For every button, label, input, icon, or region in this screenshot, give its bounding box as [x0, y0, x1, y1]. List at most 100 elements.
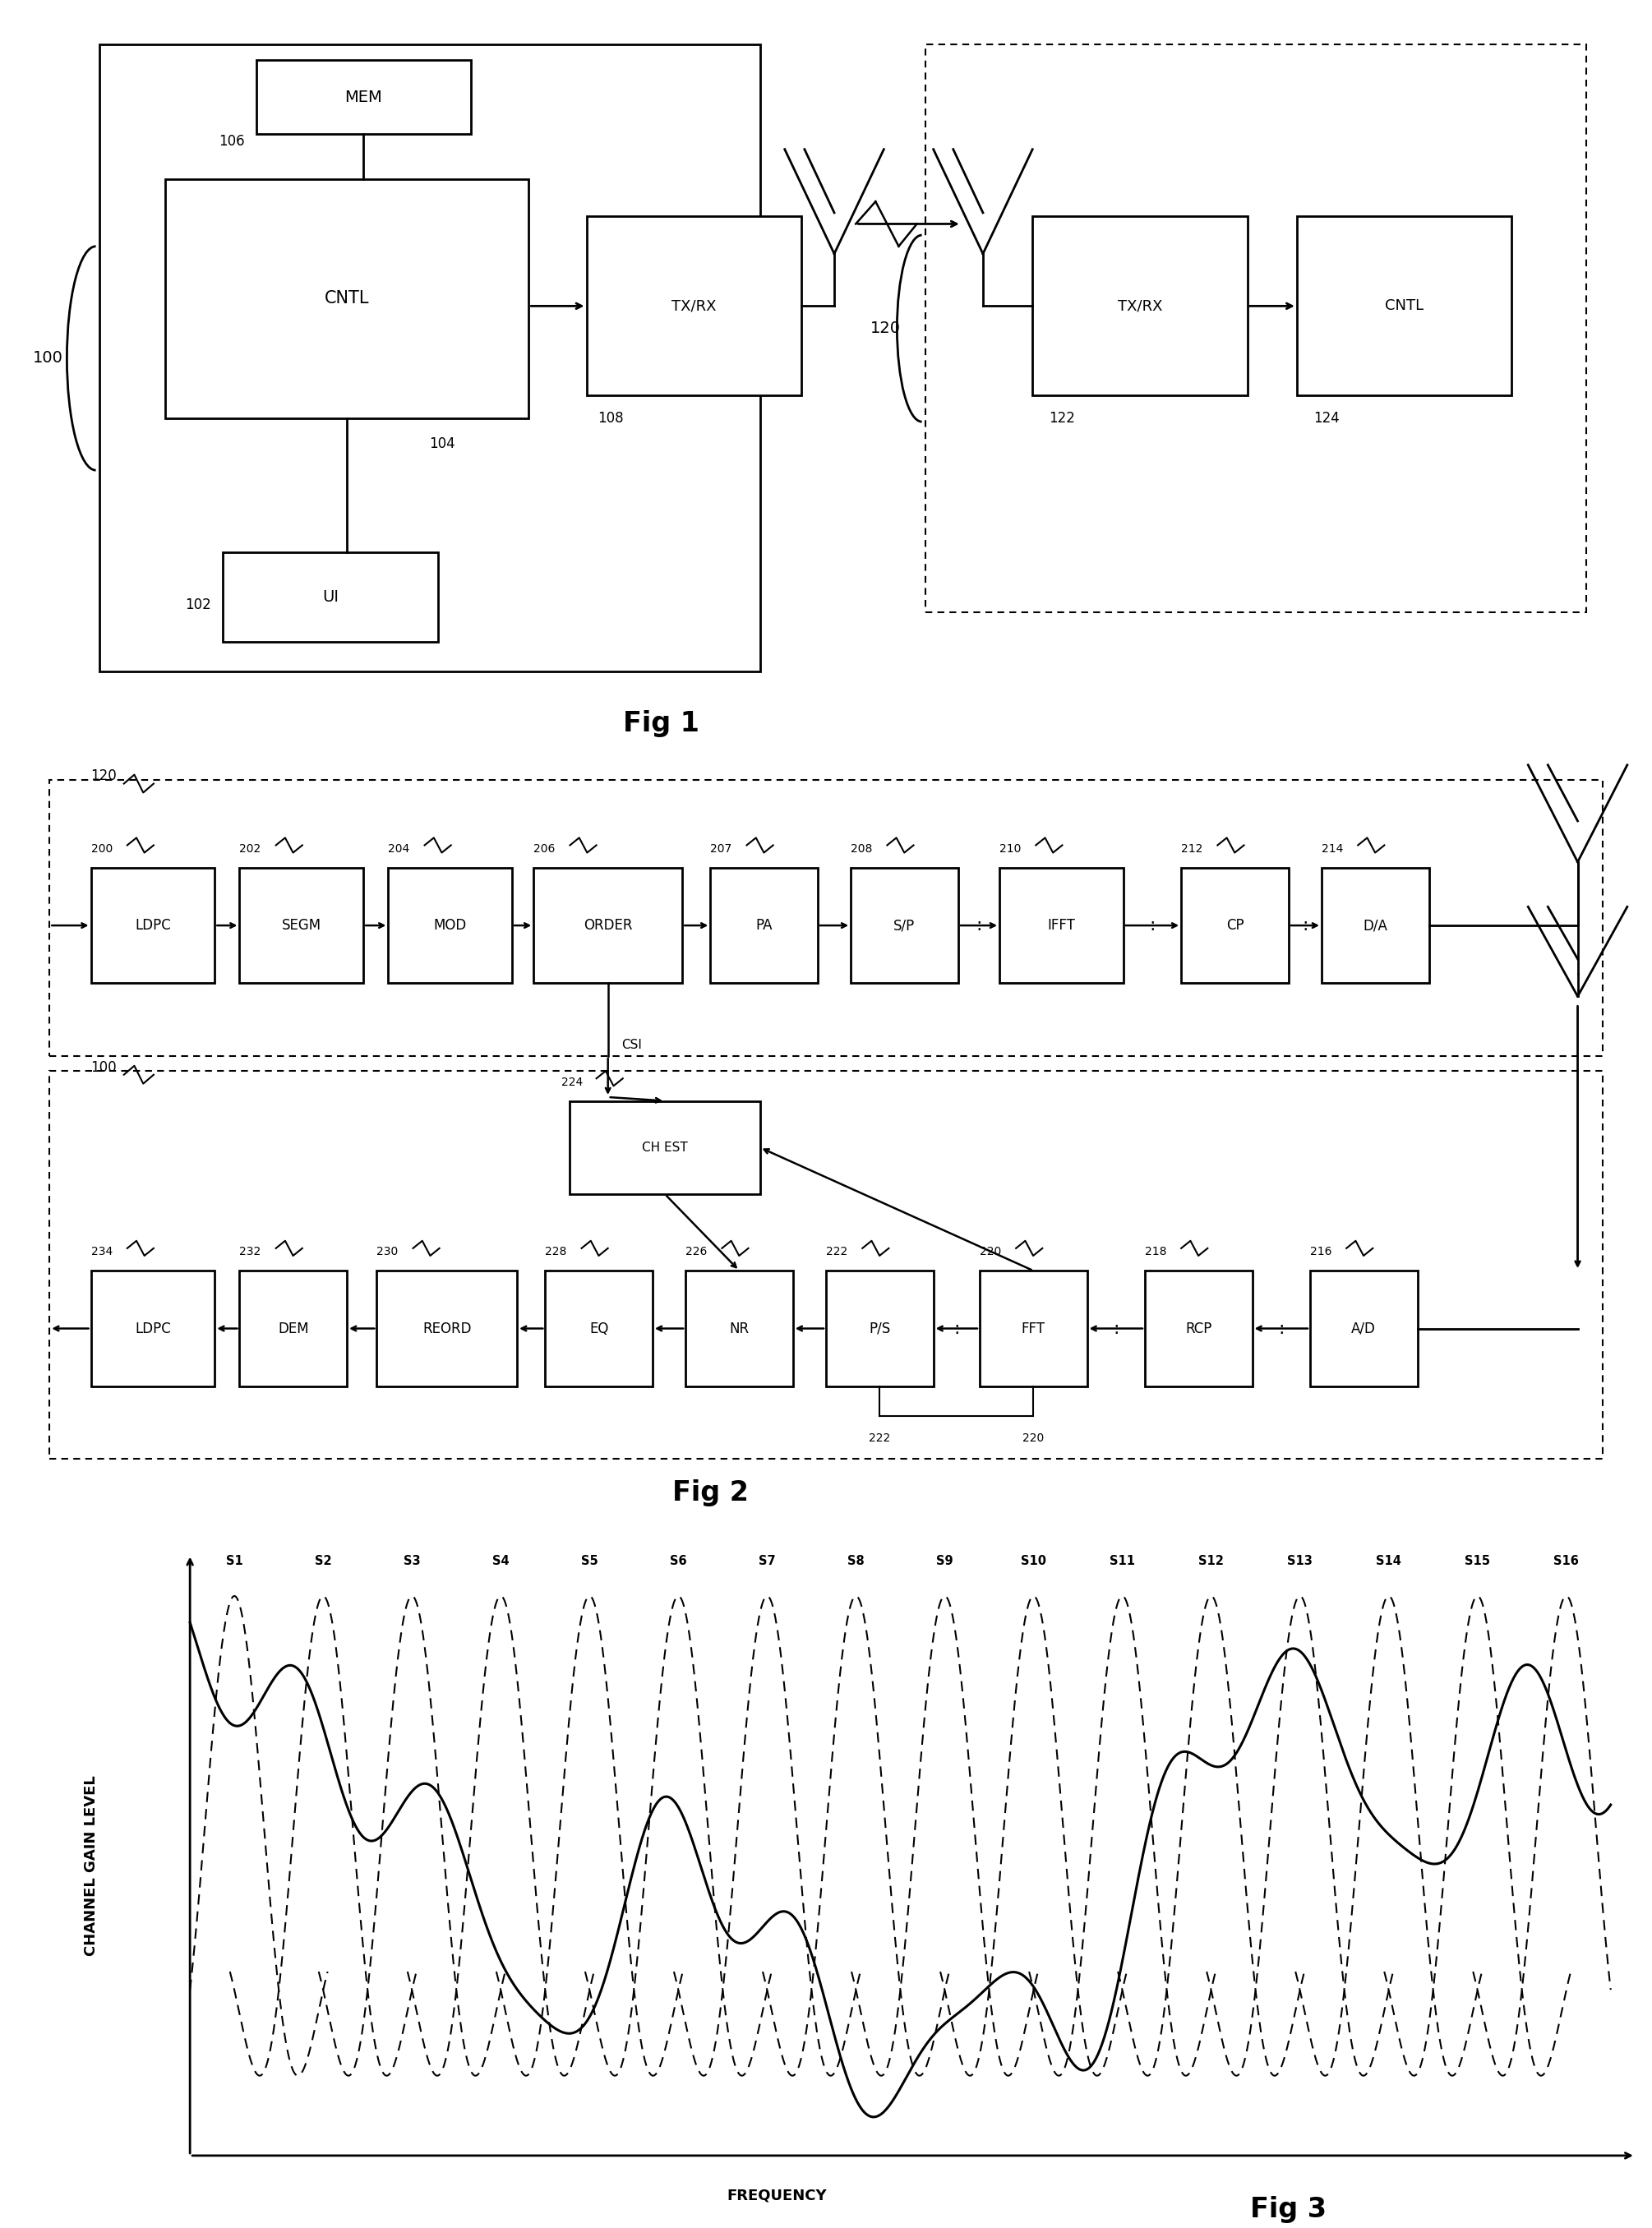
Bar	[99, 45, 760, 671]
Text: :: :	[953, 1321, 960, 1337]
Text: CNTL: CNTL	[324, 290, 370, 307]
Bar	[980, 1270, 1087, 1386]
Text: RCP: RCP	[1184, 1321, 1213, 1337]
Text: :: :	[976, 918, 981, 934]
Text: FREQUENCY: FREQUENCY	[727, 2188, 826, 2203]
Text: 204: 204	[388, 842, 410, 856]
Text: S13: S13	[1287, 1555, 1313, 1569]
Text: 224: 224	[562, 1076, 583, 1087]
Text: :: :	[1302, 918, 1308, 934]
Text: 212: 212	[1181, 842, 1203, 856]
Text: 104: 104	[430, 437, 456, 452]
Text: 210: 210	[999, 842, 1021, 856]
Text: 222: 222	[826, 1245, 847, 1259]
Text: 202: 202	[240, 842, 261, 856]
Text: PA: PA	[755, 918, 773, 934]
Text: 120: 120	[871, 321, 900, 336]
Text: 102: 102	[185, 597, 211, 613]
Text: D/A: D/A	[1363, 918, 1388, 934]
Bar	[586, 216, 801, 397]
Text: UI: UI	[322, 588, 339, 606]
Bar	[223, 553, 438, 642]
Bar	[1032, 216, 1247, 397]
Text: S9: S9	[937, 1555, 953, 1569]
Text: 206: 206	[534, 842, 555, 856]
Text: S6: S6	[669, 1555, 687, 1569]
Bar	[570, 1101, 760, 1194]
Bar	[1297, 216, 1512, 397]
Bar	[851, 867, 958, 983]
Text: 226: 226	[686, 1245, 707, 1259]
Text: CSI: CSI	[621, 1038, 641, 1052]
Bar	[388, 867, 512, 983]
Bar	[925, 45, 1586, 613]
Text: :: :	[1113, 1321, 1118, 1337]
Text: S1: S1	[226, 1555, 243, 1569]
Text: NR: NR	[729, 1321, 750, 1337]
Bar	[686, 1270, 793, 1386]
Text: S14: S14	[1376, 1555, 1401, 1569]
Text: 232: 232	[240, 1245, 261, 1259]
Text: 122: 122	[1049, 410, 1075, 426]
Bar	[999, 867, 1123, 983]
Bar	[1322, 867, 1429, 983]
Text: MOD: MOD	[433, 918, 468, 934]
Bar	[91, 867, 215, 983]
Text: 108: 108	[598, 410, 624, 426]
Text: 222: 222	[869, 1433, 890, 1444]
Bar	[710, 867, 818, 983]
Bar	[240, 867, 363, 983]
Text: S16: S16	[1553, 1555, 1579, 1569]
Text: EQ: EQ	[590, 1321, 608, 1337]
Bar	[826, 1270, 933, 1386]
Text: S11: S11	[1110, 1555, 1135, 1569]
Text: Fig 2: Fig 2	[672, 1479, 748, 1506]
Text: 218: 218	[1145, 1245, 1166, 1259]
Text: DEM: DEM	[278, 1321, 309, 1337]
Text: :: :	[1279, 1321, 1284, 1337]
Text: SEGM: SEGM	[282, 918, 320, 934]
Text: ORDER: ORDER	[583, 918, 633, 934]
Text: 234: 234	[91, 1245, 112, 1259]
Text: 100: 100	[33, 350, 63, 365]
Text: MEM: MEM	[345, 89, 382, 105]
Text: S3: S3	[403, 1555, 421, 1569]
Text: 120: 120	[91, 769, 117, 784]
Bar	[1181, 867, 1289, 983]
Text: LDPC: LDPC	[135, 1321, 170, 1337]
Bar	[50, 780, 1602, 1056]
Text: 207: 207	[710, 842, 732, 856]
Text: A/D: A/D	[1351, 1321, 1376, 1337]
Text: 220: 220	[980, 1245, 1001, 1259]
Text: 220: 220	[1023, 1433, 1044, 1444]
Text: FFT: FFT	[1021, 1321, 1046, 1337]
Text: TX/RX: TX/RX	[1117, 299, 1163, 314]
Text: CP: CP	[1226, 918, 1244, 934]
Text: IFFT: IFFT	[1047, 918, 1075, 934]
Bar	[240, 1270, 347, 1386]
Text: 214: 214	[1322, 842, 1343, 856]
Text: 200: 200	[91, 842, 112, 856]
Text: LDPC: LDPC	[135, 918, 170, 934]
Bar	[377, 1270, 517, 1386]
Text: CNTL: CNTL	[1384, 299, 1424, 314]
Text: S10: S10	[1021, 1555, 1046, 1569]
Bar	[165, 178, 529, 419]
Text: 106: 106	[218, 134, 244, 149]
Bar	[1310, 1270, 1417, 1386]
Text: :: :	[1150, 918, 1155, 934]
Text: S12: S12	[1198, 1555, 1224, 1569]
Text: P/S: P/S	[869, 1321, 890, 1337]
Text: S4: S4	[492, 1555, 509, 1569]
Text: TX/RX: TX/RX	[671, 299, 717, 314]
Bar	[256, 60, 471, 134]
Text: S/P: S/P	[894, 918, 915, 934]
Text: 228: 228	[545, 1245, 567, 1259]
Text: 100: 100	[91, 1061, 117, 1074]
Text: S15: S15	[1465, 1555, 1490, 1569]
Bar	[1145, 1270, 1252, 1386]
Text: S2: S2	[314, 1555, 332, 1569]
Bar	[534, 867, 682, 983]
Text: 216: 216	[1310, 1245, 1332, 1259]
Bar	[545, 1270, 653, 1386]
